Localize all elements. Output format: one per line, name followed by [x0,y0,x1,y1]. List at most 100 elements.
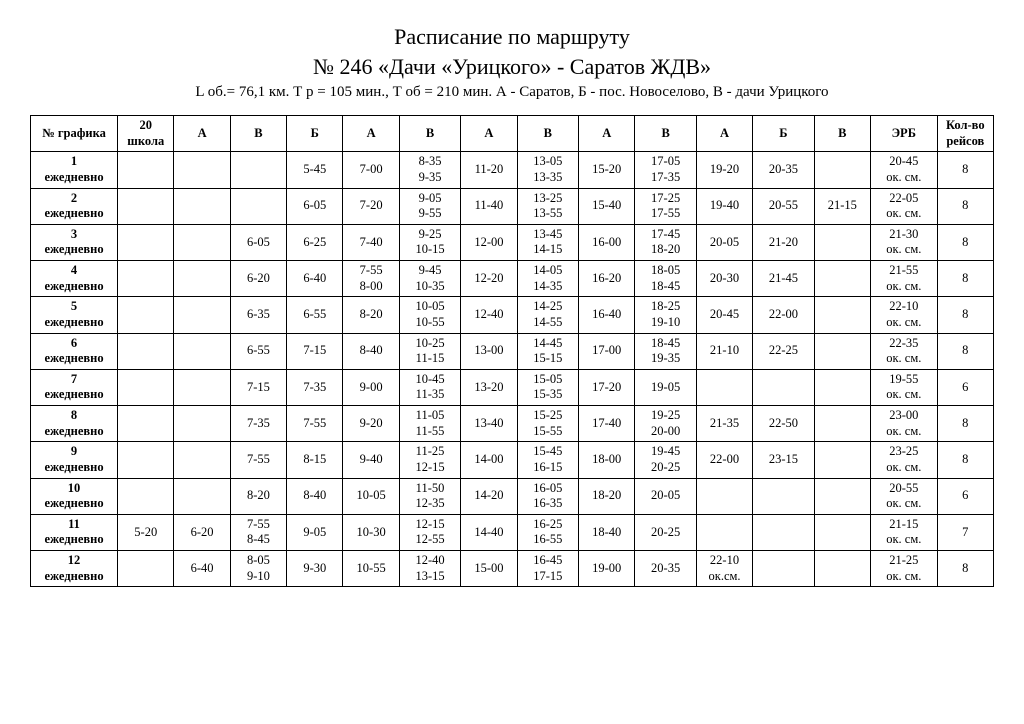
col-header-3: В [230,116,286,152]
cell: 20-55 [753,188,814,224]
cell [230,188,286,224]
cell: 17-20 [579,369,635,405]
col-header-11: А [696,116,752,152]
cell: 22-00 [696,442,752,478]
cell: 21-30ок. см. [870,224,937,260]
cell: 8-20 [230,478,286,514]
cell: 22-50 [753,406,814,442]
cell: 21-15 [814,188,870,224]
cell: 7-35 [287,369,343,405]
cell: 8 [937,188,993,224]
cell: 14-20 [461,478,517,514]
cell: 19-4520-25 [635,442,696,478]
row-label: 2ежедневно [31,188,118,224]
cell: 15-20 [579,152,635,188]
cell [118,152,174,188]
cell: 8-40 [343,333,399,369]
cell: 9-30 [287,551,343,587]
cell: 20-05 [696,224,752,260]
cell: 11-2512-15 [399,442,460,478]
cell: 18-2519-10 [635,297,696,333]
cell: 11-20 [461,152,517,188]
cell: 20-45ок. см. [870,152,937,188]
cell [814,406,870,442]
cell: 20-05 [635,478,696,514]
cell: 15-40 [579,188,635,224]
cell: 17-2517-55 [635,188,696,224]
cell: 10-30 [343,514,399,550]
cell: 8 [937,551,993,587]
cell: 21-20 [753,224,814,260]
table-row: 3ежедневно6-056-257-409-2510-1512-0013-4… [31,224,994,260]
cell: 8 [937,442,993,478]
cell: 20-45 [696,297,752,333]
cell: 7-40 [343,224,399,260]
cell: 12-4013-15 [399,551,460,587]
cell: 15-0515-35 [517,369,578,405]
cell [696,514,752,550]
cell: 10-4511-35 [399,369,460,405]
cell: 10-05 [343,478,399,514]
cell: 8 [937,297,993,333]
cell [118,406,174,442]
cell: 6 [937,369,993,405]
cell [174,406,230,442]
cell [118,369,174,405]
cell: 9-20 [343,406,399,442]
cell [118,224,174,260]
cell: 6-20 [230,261,286,297]
cell [118,478,174,514]
cell: 16-00 [579,224,635,260]
cell: 21-10 [696,333,752,369]
cell [174,442,230,478]
cell [230,152,286,188]
row-label: 11ежедневно [31,514,118,550]
col-header-12: Б [753,116,814,152]
cell: 14-00 [461,442,517,478]
col-header-10: В [635,116,696,152]
cell: 6 [937,478,993,514]
cell: 8 [937,224,993,260]
cell: 7-15 [230,369,286,405]
col-header-7: А [461,116,517,152]
cell: 7-55 [287,406,343,442]
cell [814,551,870,587]
cell: 23-00ок. см. [870,406,937,442]
cell: 9-059-55 [399,188,460,224]
cell [174,188,230,224]
cell: 11-5012-35 [399,478,460,514]
cell: 20-35 [635,551,696,587]
cell [696,369,752,405]
cell: 19-05 [635,369,696,405]
row-label: 7ежедневно [31,369,118,405]
cell: 7-35 [230,406,286,442]
cell: 15-2515-55 [517,406,578,442]
cell: 9-00 [343,369,399,405]
cell: 8 [937,261,993,297]
cell: 10-2511-15 [399,333,460,369]
cell [814,224,870,260]
cell: 22-10ок.см. [696,551,752,587]
col-header-13: В [814,116,870,152]
row-label: 4ежедневно [31,261,118,297]
cell [753,478,814,514]
cell: 8-359-35 [399,152,460,188]
cell: 22-00 [753,297,814,333]
table-row: 1ежедневно5-457-008-359-3511-2013-0513-3… [31,152,994,188]
cell: 18-4519-35 [635,333,696,369]
cell [118,442,174,478]
cell: 19-55ок. см. [870,369,937,405]
cell: 17-40 [579,406,635,442]
col-header-5: А [343,116,399,152]
cell: 7 [937,514,993,550]
cell [174,369,230,405]
col-header-8: В [517,116,578,152]
cell: 8-40 [287,478,343,514]
table-row: 6ежедневно6-557-158-4010-2511-1513-0014-… [31,333,994,369]
cell [174,152,230,188]
cell: 16-2516-55 [517,514,578,550]
cell: 6-55 [230,333,286,369]
cell: 19-40 [696,188,752,224]
table-row: 12ежедневно6-408-059-109-3010-5512-4013-… [31,551,994,587]
cell: 22-05ок. см. [870,188,937,224]
